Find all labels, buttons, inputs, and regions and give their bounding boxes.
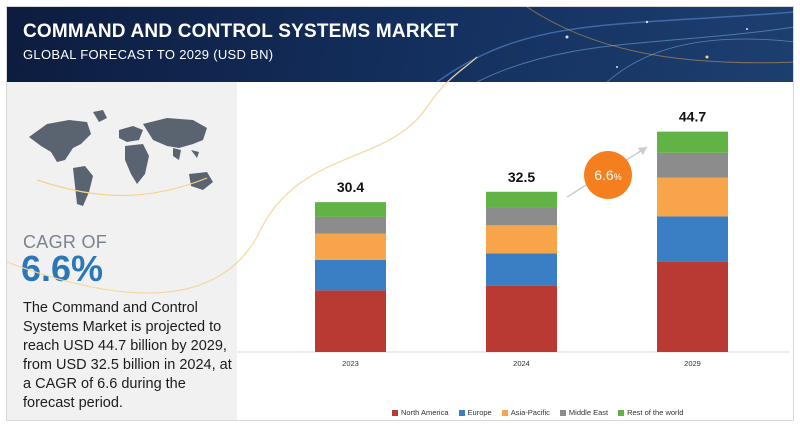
page-title: COMMAND AND CONTROL SYSTEMS MARKET [23,21,459,42]
bar-segment-2023-rest-of-the-world [315,202,386,217]
header-decoration [436,7,793,82]
cagr-bubble-label: 6.6% [594,167,621,183]
legend-swatch [559,409,566,416]
legend-swatch [618,409,625,416]
legend-swatch [501,409,508,416]
decorative-curve [7,56,478,294]
x-tick-label: 2029 [684,359,701,368]
bar-segment-2029-rest-of-the-world [657,131,728,153]
bar-segment-2023-middle-east [315,216,386,234]
market-description: The Command and Control Systems Market i… [23,300,232,411]
legend-item: Rest of the world [618,408,683,417]
legend-label: Middle East [568,408,609,417]
bar-segment-2029-asia-pacific [657,177,728,217]
bar-total-label: 30.4 [337,179,364,195]
bar-segment-2029-north-america [657,261,728,352]
legend-item: North America [392,408,449,417]
legend-label: North America [401,408,449,417]
legend-swatch [392,409,398,416]
bar-segment-2023-europe [315,259,386,291]
x-tick-label: 2023 [342,359,359,368]
cagr-value: 6.6% [21,248,104,289]
legend-label: Asia-Pacific [510,408,550,417]
legend-item: Europe [458,408,492,417]
legend-item: Middle East [559,408,609,417]
legend-label: Europe [467,408,492,417]
chart-legend: North America Europe Asia-Pacific Middle Ea… [392,408,683,417]
bar-total-label: 32.5 [508,169,535,185]
infographic-frame: COMMAND AND CONTROL SYSTEMS MARKET GLOBA… [6,6,794,421]
bar-segment-2023-asia-pacific [315,233,386,260]
bar-segment-2024-europe [486,253,557,286]
bar-segment-2024-north-america [486,285,557,352]
growth-arrow-head [638,147,647,155]
legend-swatch [458,409,465,416]
page-subtitle: GLOBAL FORECAST TO 2029 (USD BN) [23,47,274,62]
legend-label: Rest of the world [627,408,684,417]
bar-segment-2024-rest-of-the-world [486,191,557,208]
bar-segment-2024-asia-pacific [486,225,557,254]
cagr-bubble [584,151,632,199]
bar-total-label: 44.7 [679,109,706,125]
cagr-label: CAGR OF [23,232,108,252]
world-map-icon [29,110,213,206]
x-tick-label: 2024 [513,359,530,368]
stacked-bar-chart: 30.4 2023 32.5 2024 44.7 2029 6.6% [7,56,789,368]
legend-item: Asia-Pacific [501,408,550,417]
bar-segment-2029-europe [657,216,728,262]
bar-segment-2024-middle-east [486,207,557,226]
header-banner: COMMAND AND CONTROL SYSTEMS MARKET GLOBA… [7,7,793,82]
bar-segment-2029-middle-east [657,152,728,178]
left-panel: CAGR OF 6.6% The Command and Control Sys… [7,82,237,420]
bar-segment-2023-north-america [315,290,386,352]
